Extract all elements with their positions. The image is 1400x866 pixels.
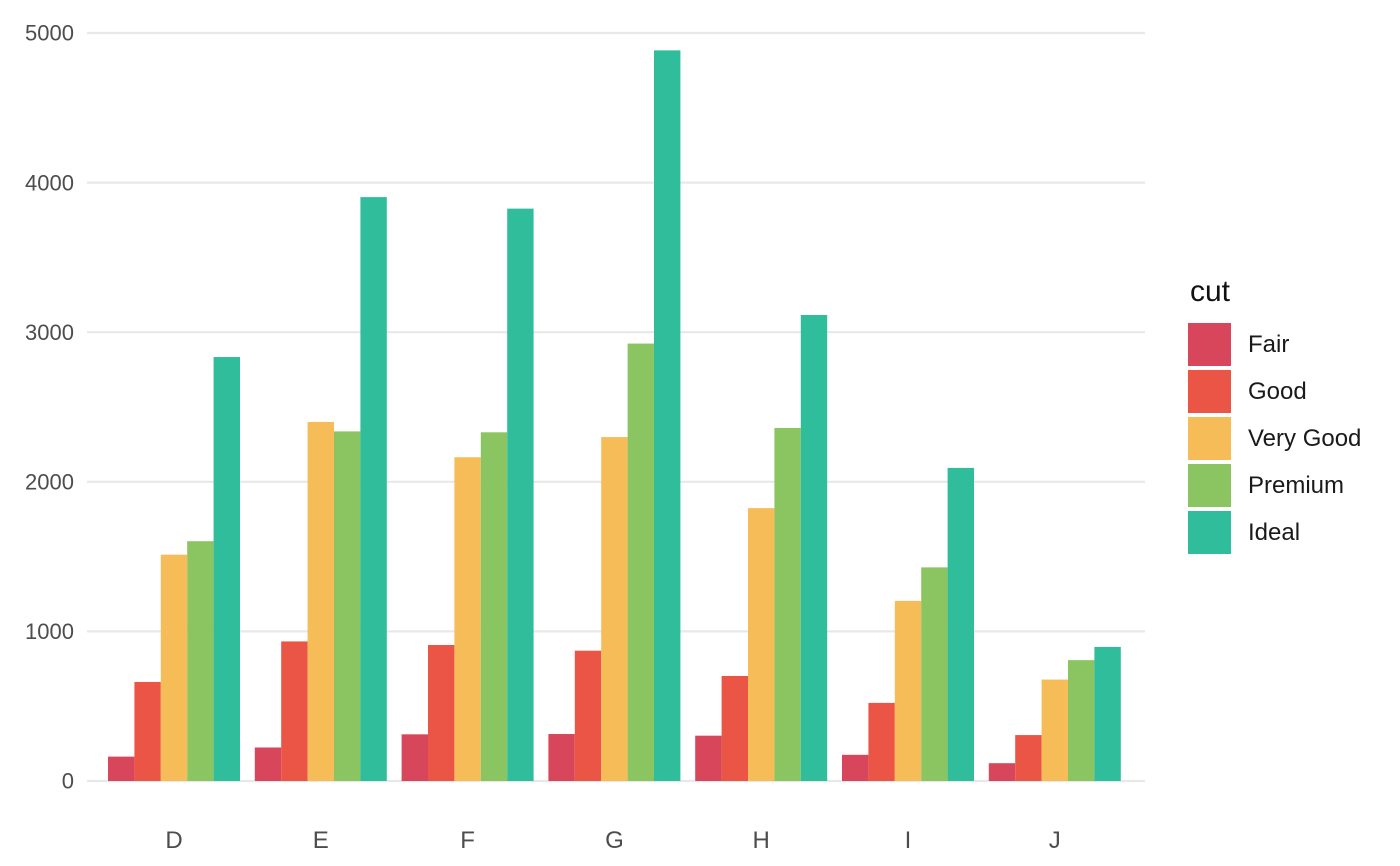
bar-J-ideal: [1094, 646, 1121, 781]
x-tick-label-G: G: [605, 827, 624, 854]
bar-F-premium: [480, 432, 508, 781]
bar-D-very-good: [160, 554, 188, 781]
legend: cut Fair Good Very Good Premium Ideal: [1188, 274, 1361, 558]
y-tick-label-5000: 5000: [25, 21, 74, 46]
bar-I-very-good: [894, 600, 922, 781]
y-tick-label-1000: 1000: [25, 619, 74, 644]
legend-swatch: [1188, 464, 1231, 507]
bar-I-good: [868, 702, 895, 781]
legend-label: Premium: [1248, 471, 1345, 499]
legend-item-ideal: Ideal: [1188, 511, 1361, 554]
legend-label: Good: [1248, 377, 1307, 405]
legend-title: cut: [1190, 275, 1231, 308]
x-tick-label-H: H: [753, 827, 770, 854]
bar-F-very-good: [454, 457, 481, 781]
bar-I-fair: [842, 754, 869, 781]
legend-swatch: [1188, 417, 1231, 460]
x-tick-label-J: J: [1049, 827, 1061, 854]
bar-E-very-good: [307, 421, 334, 781]
legend-label: Fair: [1248, 330, 1290, 358]
bar-G-ideal: [654, 50, 681, 782]
y-tick-label-3000: 3000: [25, 320, 74, 345]
y-tick-label-2000: 2000: [25, 470, 74, 495]
bar-G-fair: [548, 734, 575, 781]
bar-G-good: [574, 650, 602, 781]
bar-D-ideal: [213, 357, 240, 781]
bar-H-fair: [695, 735, 722, 781]
y-tick-label-4000: 4000: [25, 170, 74, 195]
bar-G-very-good: [601, 437, 628, 781]
x-tick-label-F: F: [460, 827, 475, 854]
bar-F-fair: [401, 734, 428, 781]
bar-F-ideal: [507, 208, 534, 782]
legend-item-premium: Premium: [1188, 464, 1361, 507]
legend-item-very-good: Very Good: [1188, 417, 1361, 460]
bar-H-ideal: [800, 314, 828, 781]
bar-E-fair: [254, 747, 282, 781]
bar-I-ideal: [947, 467, 974, 781]
legend-swatch: [1188, 511, 1231, 554]
bar-E-premium: [334, 431, 361, 781]
bar-G-premium: [627, 343, 654, 781]
legend-swatch: [1188, 323, 1231, 366]
bar-E-good: [281, 641, 308, 781]
legend-item-good: Good: [1188, 370, 1361, 413]
x-tick-label-D: D: [165, 827, 182, 854]
bar-J-fair: [988, 763, 1016, 781]
legend-items: Fair Good Very Good Premium Ideal: [1188, 323, 1361, 554]
legend-label: Ideal: [1248, 518, 1301, 546]
bar-J-good: [1015, 735, 1042, 781]
bar-H-good: [721, 675, 748, 781]
y-tick-label-0: 0: [62, 769, 74, 794]
bar-J-premium: [1068, 660, 1095, 781]
legend-label: Very Good: [1248, 424, 1362, 452]
bar-H-very-good: [748, 508, 775, 781]
bar-D-good: [134, 681, 161, 781]
bar-I-premium: [921, 567, 948, 781]
x-tick-label-I: I: [905, 827, 912, 854]
bar-D-fair: [108, 756, 135, 781]
x-tick-label-E: E: [313, 827, 329, 854]
bar-F-good: [428, 645, 455, 781]
legend-swatch: [1188, 370, 1231, 413]
bar-D-premium: [187, 541, 214, 781]
bar-J-very-good: [1041, 679, 1068, 781]
bar-E-ideal: [360, 197, 387, 781]
legend-item-fair: Fair: [1188, 323, 1361, 366]
bar-H-premium: [774, 427, 801, 781]
